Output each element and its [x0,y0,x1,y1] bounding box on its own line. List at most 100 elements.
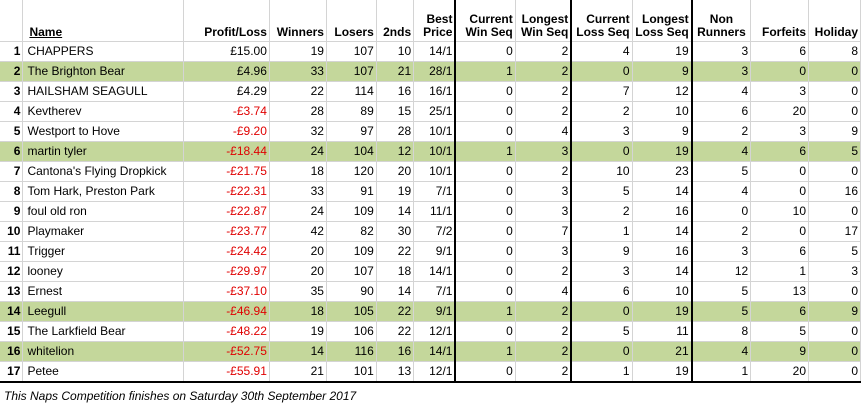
header-seconds[interactable]: 2nds [376,0,415,42]
header-winners[interactable]: Winners [269,0,327,42]
seconds-cell[interactable]: 16 [376,341,415,362]
profit-loss-cell[interactable]: £15.00 [183,41,270,62]
forfeits-cell[interactable]: 3 [750,121,809,142]
seconds-cell[interactable]: 30 [376,221,415,242]
longest-loss-seq-cell[interactable]: 19 [632,141,693,162]
losers-cell[interactable]: 114 [326,81,377,102]
holiday-cell[interactable]: 9 [808,121,861,142]
losers-cell[interactable]: 105 [326,301,377,322]
position-cell[interactable]: 8 [0,181,24,202]
seconds-cell[interactable]: 10 [376,41,415,62]
player-name-cell[interactable]: Trigger [22,241,185,262]
player-name-cell[interactable]: martin tyler [22,141,185,162]
longest-win-seq-cell[interactable]: 2 [515,101,573,122]
forfeits-cell[interactable]: 20 [750,361,809,383]
best-price-cell[interactable]: 25/1 [413,101,456,122]
current-win-seq-cell[interactable]: 1 [454,301,516,322]
longest-loss-seq-cell[interactable]: 9 [632,121,693,142]
profit-loss-cell[interactable]: -£37.10 [183,281,270,302]
longest-win-seq-cell[interactable]: 2 [515,161,573,182]
winners-cell[interactable]: 33 [269,181,327,202]
current-win-seq-cell[interactable]: 0 [454,241,516,262]
holiday-cell[interactable]: 5 [808,141,861,162]
best-price-cell[interactable]: 11/1 [413,201,456,222]
best-price-cell[interactable]: 10/1 [413,161,456,182]
current-loss-seq-cell[interactable]: 3 [571,121,633,142]
header-name[interactable]: Name [22,0,185,42]
longest-loss-seq-cell[interactable]: 14 [632,221,693,242]
non-runners-cell[interactable]: 4 [691,141,752,162]
profit-loss-cell[interactable]: £4.29 [183,81,270,102]
forfeits-cell[interactable]: 1 [750,261,809,282]
profit-loss-cell[interactable]: -£29.97 [183,261,270,282]
best-price-cell[interactable]: 12/1 [413,361,456,383]
holiday-cell[interactable]: 0 [808,201,861,222]
profit-loss-cell[interactable]: -£18.44 [183,141,270,162]
forfeits-cell[interactable]: 6 [750,41,809,62]
current-loss-seq-cell[interactable]: 4 [571,41,633,62]
header-current-loss-seq[interactable]: Current Loss Seq [571,0,633,42]
current-loss-seq-cell[interactable]: 5 [571,321,633,342]
winners-cell[interactable]: 18 [269,161,327,182]
losers-cell[interactable]: 104 [326,141,377,162]
winners-cell[interactable]: 24 [269,201,327,222]
best-price-cell[interactable]: 7/1 [413,181,456,202]
position-cell[interactable]: 5 [0,121,24,142]
winners-cell[interactable]: 19 [269,41,327,62]
current-win-seq-cell[interactable]: 1 [454,61,516,82]
non-runners-cell[interactable]: 0 [691,201,752,222]
longest-win-seq-cell[interactable]: 3 [515,241,573,262]
current-loss-seq-cell[interactable]: 1 [571,221,633,242]
non-runners-cell[interactable]: 4 [691,341,752,362]
winners-cell[interactable]: 24 [269,141,327,162]
holiday-cell[interactable]: 0 [808,101,861,122]
longest-win-seq-cell[interactable]: 2 [515,341,573,362]
longest-win-seq-cell[interactable]: 2 [515,361,573,383]
current-loss-seq-cell[interactable]: 6 [571,281,633,302]
longest-win-seq-cell[interactable]: 2 [515,261,573,282]
position-cell[interactable]: 11 [0,241,24,262]
longest-loss-seq-cell[interactable]: 10 [632,281,693,302]
losers-cell[interactable]: 106 [326,321,377,342]
longest-loss-seq-cell[interactable]: 21 [632,341,693,362]
position-cell[interactable]: 16 [0,341,24,362]
winners-cell[interactable]: 19 [269,321,327,342]
winners-cell[interactable]: 33 [269,61,327,82]
non-runners-cell[interactable]: 5 [691,161,752,182]
longest-win-seq-cell[interactable]: 3 [515,201,573,222]
forfeits-cell[interactable]: 0 [750,61,809,82]
best-price-cell[interactable]: 10/1 [413,141,456,162]
losers-cell[interactable]: 109 [326,201,377,222]
forfeits-cell[interactable]: 20 [750,101,809,122]
profit-loss-cell[interactable]: -£3.74 [183,101,270,122]
profit-loss-cell[interactable]: -£24.42 [183,241,270,262]
seconds-cell[interactable]: 14 [376,281,415,302]
holiday-cell[interactable]: 0 [808,341,861,362]
winners-cell[interactable]: 20 [269,261,327,282]
longest-win-seq-cell[interactable]: 2 [515,301,573,322]
longest-loss-seq-cell[interactable]: 14 [632,261,693,282]
holiday-cell[interactable]: 16 [808,181,861,202]
non-runners-cell[interactable]: 1 [691,361,752,383]
forfeits-cell[interactable]: 0 [750,181,809,202]
forfeits-cell[interactable]: 0 [750,161,809,182]
current-win-seq-cell[interactable]: 1 [454,141,516,162]
losers-cell[interactable]: 120 [326,161,377,182]
position-cell[interactable]: 14 [0,301,24,322]
profit-loss-cell[interactable]: -£46.94 [183,301,270,322]
best-price-cell[interactable]: 28/1 [413,61,456,82]
non-runners-cell[interactable]: 6 [691,101,752,122]
profit-loss-cell[interactable]: -£22.87 [183,201,270,222]
holiday-cell[interactable]: 8 [808,41,861,62]
forfeits-cell[interactable]: 9 [750,341,809,362]
current-win-seq-cell[interactable]: 0 [454,201,516,222]
current-loss-seq-cell[interactable]: 0 [571,341,633,362]
holiday-cell[interactable]: 5 [808,241,861,262]
longest-loss-seq-cell[interactable]: 23 [632,161,693,182]
losers-cell[interactable]: 89 [326,101,377,122]
best-price-cell[interactable]: 12/1 [413,321,456,342]
current-loss-seq-cell[interactable]: 0 [571,141,633,162]
non-runners-cell[interactable]: 5 [691,281,752,302]
player-name-cell[interactable]: looney [22,261,185,282]
non-runners-cell[interactable]: 8 [691,321,752,342]
